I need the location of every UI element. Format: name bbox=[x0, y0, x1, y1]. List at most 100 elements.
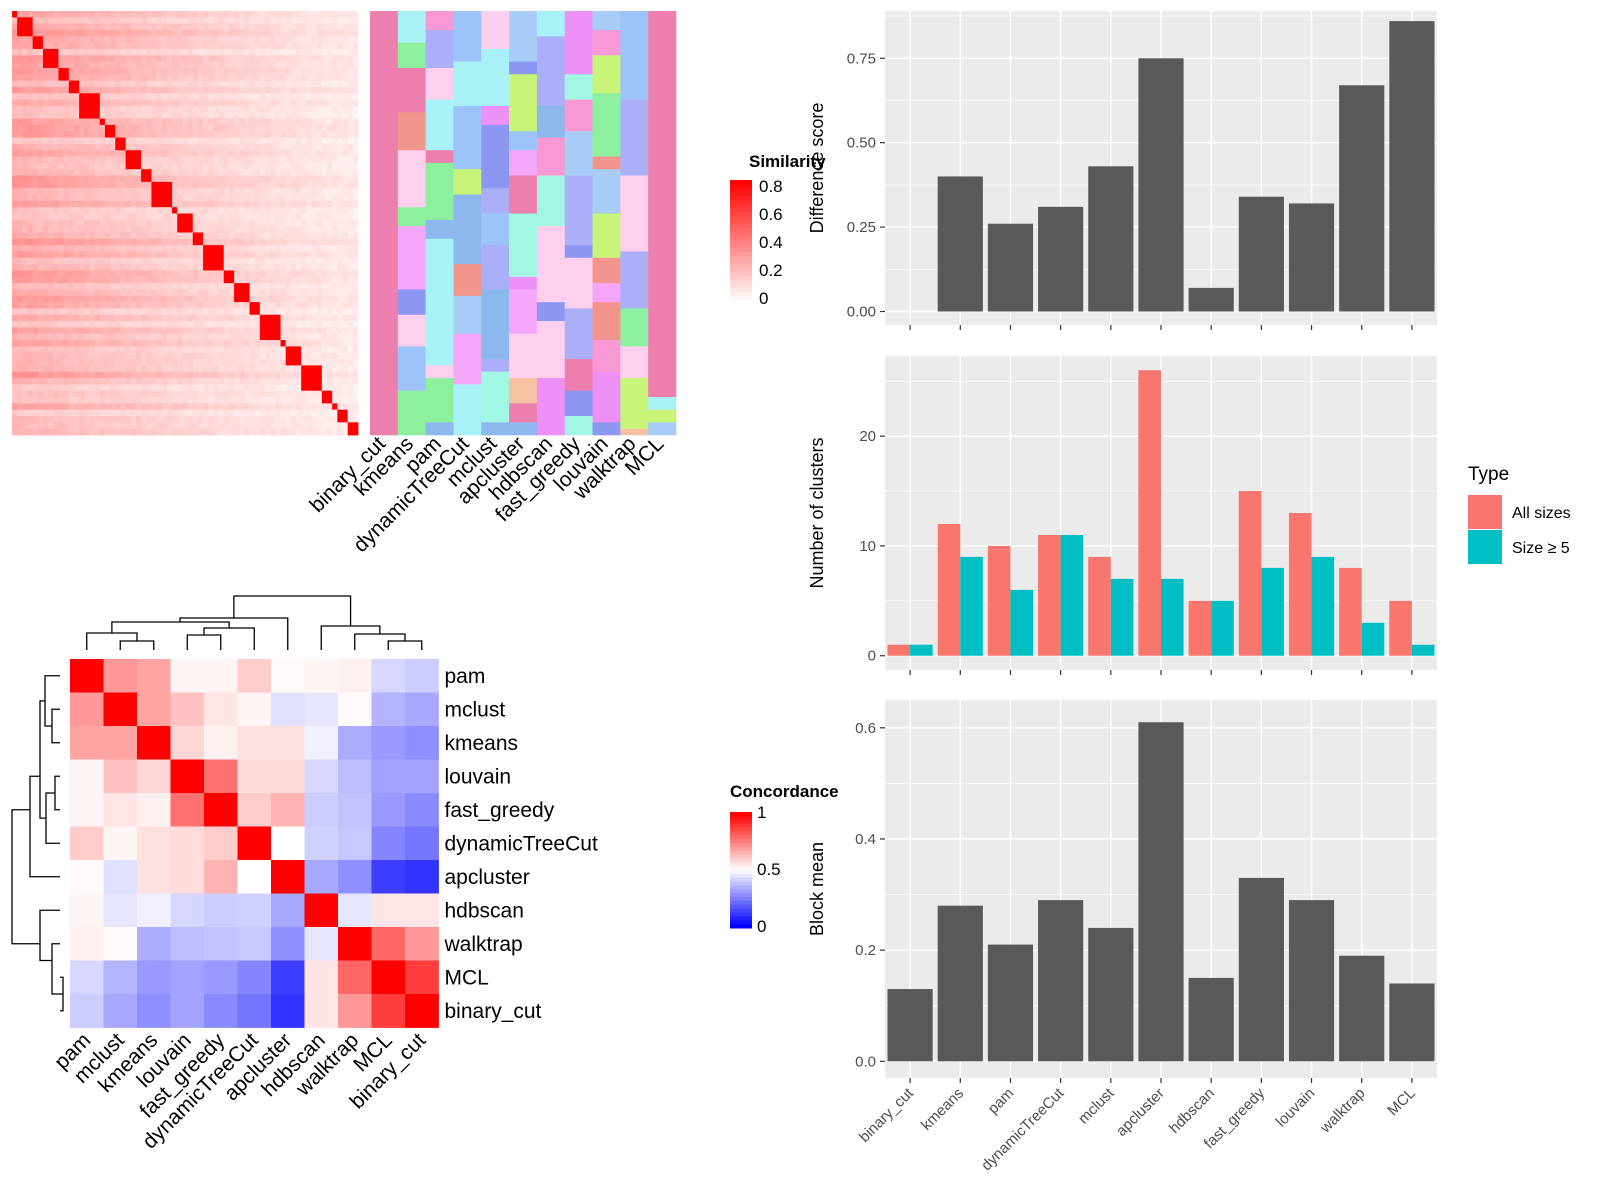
similarity-cell bbox=[177, 67, 183, 75]
similarity-cell bbox=[254, 238, 261, 246]
similarity-cell bbox=[259, 118, 266, 126]
similarity-cell bbox=[53, 112, 59, 119]
similarity-cell bbox=[218, 276, 225, 284]
similarity-cell bbox=[37, 55, 44, 63]
similarity-cell bbox=[285, 397, 292, 404]
similarity-cell bbox=[228, 23, 235, 31]
similarity-cell bbox=[22, 251, 28, 259]
similarity-cell bbox=[84, 378, 90, 385]
similarity-cell bbox=[187, 42, 194, 50]
membership-cell bbox=[564, 11, 593, 75]
similarity-cell bbox=[32, 11, 39, 18]
similarity-cell bbox=[182, 428, 188, 436]
similarity-cell bbox=[311, 346, 318, 354]
similarity-cell bbox=[120, 384, 127, 392]
similarity-cell bbox=[120, 112, 127, 119]
similarity-cell bbox=[290, 99, 297, 107]
similarity-cell bbox=[285, 99, 292, 107]
similarity-cell bbox=[306, 359, 312, 366]
similarity-cell bbox=[223, 428, 230, 436]
similarity-cell bbox=[192, 99, 199, 107]
similarity-cell bbox=[151, 251, 157, 259]
similarity-cell bbox=[84, 270, 90, 278]
similarity-cell bbox=[104, 131, 111, 138]
similarity-cell bbox=[208, 55, 214, 63]
similarity-cell bbox=[239, 105, 245, 113]
similarity-cell bbox=[79, 86, 85, 94]
similarity-cell bbox=[192, 86, 199, 94]
similarity-cell bbox=[110, 200, 116, 208]
similarity-cell bbox=[244, 80, 250, 88]
similarity-cell bbox=[342, 188, 349, 195]
similarity-cell bbox=[342, 378, 349, 385]
concordance-cell bbox=[237, 960, 272, 995]
similarity-cell bbox=[192, 352, 199, 360]
similarity-cell bbox=[99, 289, 106, 297]
similarity-cell bbox=[265, 86, 271, 94]
similarity-cell bbox=[94, 112, 101, 119]
similarity-cell bbox=[177, 105, 183, 113]
similarity-cell bbox=[89, 397, 96, 404]
similarity-cell bbox=[130, 17, 137, 25]
similarity-cell bbox=[306, 270, 312, 278]
similarity-cell bbox=[182, 371, 188, 379]
similarity-cell bbox=[192, 194, 199, 202]
similarity-cell bbox=[327, 346, 333, 354]
concordance-cell bbox=[371, 893, 406, 928]
similarity-cell bbox=[327, 219, 333, 227]
dendrogram-branch bbox=[29, 775, 60, 878]
similarity-cell bbox=[120, 131, 127, 138]
similarity-legend-swatch bbox=[730, 288, 752, 293]
similarity-cell bbox=[347, 169, 354, 176]
similarity-cell bbox=[120, 264, 127, 271]
similarity-cell bbox=[208, 74, 214, 82]
similarity-cell bbox=[239, 245, 245, 252]
similarity-cell bbox=[187, 61, 194, 69]
similarity-cell bbox=[296, 112, 302, 119]
similarity-cell bbox=[347, 74, 354, 82]
similarity-cell bbox=[265, 175, 271, 183]
similarity-cell bbox=[130, 264, 137, 271]
similarity-cell bbox=[218, 150, 225, 157]
similarity-cell bbox=[270, 29, 276, 37]
similarity-cell bbox=[197, 11, 204, 18]
similarity-cell bbox=[337, 118, 343, 126]
similarity-cell bbox=[68, 365, 75, 373]
similarity-cell bbox=[130, 302, 137, 309]
similarity-cell bbox=[79, 23, 85, 31]
similarity-cell bbox=[12, 29, 18, 37]
similarity-cell bbox=[94, 181, 101, 189]
similarity-cell bbox=[99, 308, 106, 316]
similarity-cell bbox=[94, 333, 101, 341]
similarity-cell bbox=[218, 226, 225, 233]
similarity-cell bbox=[79, 245, 85, 252]
similarity-cell bbox=[347, 409, 354, 417]
similarity-cell bbox=[166, 403, 173, 411]
similarity-cell bbox=[352, 124, 359, 132]
similarity-cell bbox=[104, 232, 111, 240]
similarity-cell bbox=[327, 321, 333, 328]
similarity-cell bbox=[234, 308, 240, 316]
similarity-cell bbox=[22, 327, 28, 335]
similarity-cell bbox=[53, 384, 59, 392]
similarity-cell bbox=[352, 143, 359, 151]
similarity-cell bbox=[321, 67, 328, 75]
similarity-cell bbox=[187, 346, 194, 354]
similarity-cell bbox=[63, 36, 70, 44]
similarity-cell bbox=[37, 181, 44, 189]
concordance-cell bbox=[170, 994, 205, 1028]
similarity-cell bbox=[32, 327, 39, 335]
similarity-cell bbox=[254, 118, 261, 126]
similarity-cell bbox=[321, 48, 328, 56]
similarity-cell bbox=[94, 156, 101, 164]
similarity-cell bbox=[172, 55, 178, 63]
similarity-cell bbox=[68, 384, 75, 392]
similarity-cell bbox=[306, 99, 312, 107]
similarity-cell bbox=[213, 207, 219, 214]
similarity-cell bbox=[79, 181, 85, 189]
similarity-cell bbox=[115, 61, 121, 69]
similarity-cell bbox=[301, 346, 307, 354]
similarity-cell bbox=[104, 80, 111, 88]
similarity-cell bbox=[316, 29, 323, 37]
similarity-cell bbox=[218, 390, 225, 398]
